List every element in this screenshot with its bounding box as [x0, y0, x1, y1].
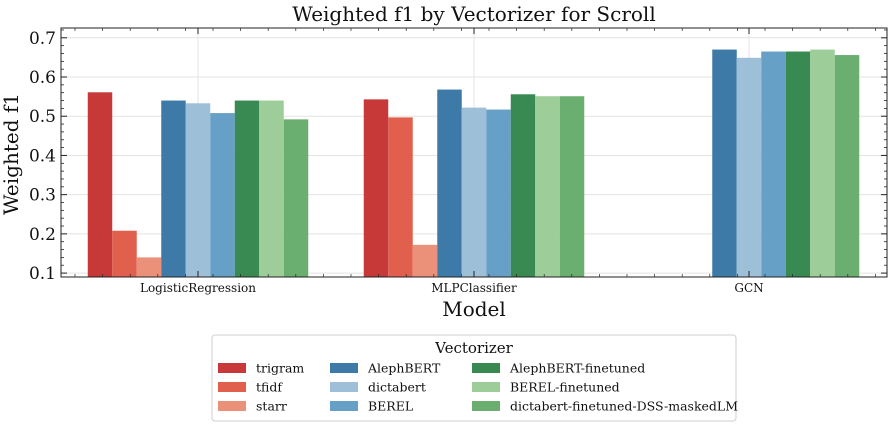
- legend-swatch: [472, 363, 500, 373]
- legend-swatch: [330, 382, 358, 392]
- legend-swatch: [472, 382, 500, 392]
- y-tick-label: 0.1: [29, 264, 56, 284]
- x-category-label: LogisticRegression: [140, 281, 256, 295]
- legend-frame: [211, 334, 737, 422]
- legend-title: Vectorizer: [434, 339, 514, 357]
- bar: [712, 49, 737, 278]
- x-axis-title: Model: [442, 297, 506, 321]
- x-category-label: MLPClassifier: [431, 281, 517, 295]
- bar: [112, 230, 137, 277]
- legend-label: tfidf: [256, 380, 283, 395]
- legend-label: trigram: [256, 361, 304, 376]
- legend-label: AlephBERT-finetuned: [509, 361, 645, 376]
- legend-label: starr: [256, 399, 287, 414]
- bar: [87, 92, 113, 278]
- chart-title: Weighted f1 by Vectorizer for Scroll: [292, 2, 655, 26]
- legend-label: dictabert-finetuned-DSS-maskedLM: [510, 399, 738, 414]
- legend-swatch: [218, 382, 246, 392]
- legend: Vectorizer trigram tfidf starr AlephBERT dic…: [211, 334, 738, 422]
- y-tick-label: 0.6: [29, 68, 56, 88]
- legend-label: BEREL: [368, 399, 413, 414]
- bar: [486, 109, 511, 278]
- y-axis-title: Weighted f1: [0, 93, 23, 215]
- legend-label: AlephBERT: [367, 361, 441, 376]
- bar: [136, 257, 162, 277]
- y-tick-label: 0.2: [29, 225, 56, 245]
- bar: [510, 94, 536, 278]
- legend-label: BEREL-finetuned: [510, 380, 620, 395]
- bar: [283, 119, 309, 277]
- legend-swatch: [472, 401, 500, 411]
- bar: [785, 51, 811, 277]
- bar: [363, 99, 389, 277]
- bar: [761, 51, 786, 277]
- bar: [210, 113, 235, 277]
- bar: [234, 100, 260, 277]
- legend-label: dictabert: [368, 380, 426, 395]
- bar: [736, 57, 762, 277]
- bar: [161, 100, 186, 277]
- bar: [388, 117, 413, 277]
- legend-swatch: [218, 363, 246, 373]
- bar: [834, 55, 860, 277]
- bar: [461, 107, 487, 277]
- legend-swatch: [330, 401, 358, 411]
- bar: [810, 49, 835, 278]
- x-axis-category-labels: LogisticRegression MLPClassifier GCN: [140, 281, 764, 295]
- bar: [259, 100, 284, 277]
- y-tick-label: 0.7: [29, 29, 56, 49]
- bar: [559, 96, 585, 277]
- bars: [87, 49, 860, 278]
- y-tick-label: 0.5: [29, 107, 56, 127]
- bar: [535, 96, 560, 277]
- bar: [185, 103, 211, 278]
- y-tick-label: 0.4: [29, 146, 56, 166]
- legend-items: trigram tfidf starr AlephBERT dictabert BEREL…: [218, 361, 738, 414]
- bar: [412, 244, 438, 277]
- legend-swatch: [218, 401, 246, 411]
- y-axis-tick-labels: 0.1 0.2 0.3 0.4 0.5 0.6 0.7: [29, 29, 56, 284]
- bar: [437, 89, 462, 277]
- legend-swatch: [330, 363, 358, 373]
- y-tick-label: 0.3: [29, 186, 56, 206]
- axis-ticks: [61, 28, 887, 277]
- x-category-label: GCN: [734, 281, 763, 295]
